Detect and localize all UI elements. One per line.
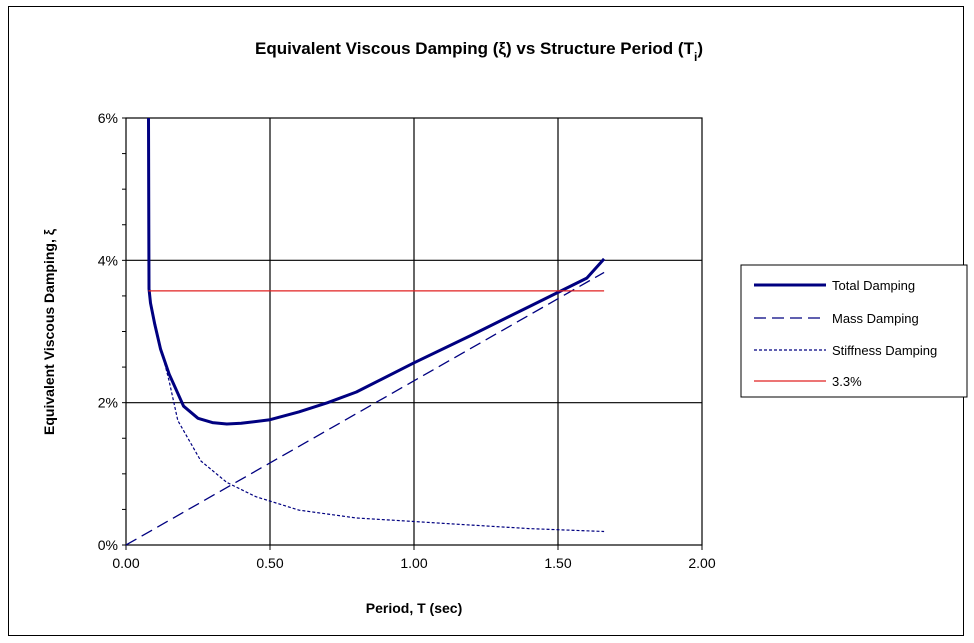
tick-marks	[122, 117, 703, 550]
legend-box	[740, 264, 968, 398]
legend-label-total-damping: Total Damping	[832, 278, 915, 293]
legend-label-mass-damping: Mass Damping	[832, 311, 919, 326]
chart-title: Equivalent Viscous Damping (ξ) vs Struct…	[255, 39, 703, 64]
tick-labels: 0.00 0.50 1.00 1.50 2.00 0% 2% 4% 6%	[98, 110, 716, 571]
series-stiffness-damping	[154, 324, 605, 533]
y-tick-label: 4%	[98, 252, 118, 268]
y-tick-label: 0%	[98, 537, 118, 553]
legend-label-stiffness-damping: Stiffness Damping	[832, 343, 937, 358]
x-tick-label: 1.00	[400, 555, 427, 571]
x-tick-label: 0.50	[256, 555, 283, 571]
x-axis-title: Period, T (sec)	[366, 600, 462, 616]
x-tick-label: 1.50	[544, 555, 571, 571]
series-total-damping	[147, 117, 606, 426]
x-tick-label: 2.00	[688, 555, 715, 571]
y-axis-title: Equivalent Viscous Damping, ξ	[41, 228, 57, 435]
y-tick-label: 2%	[98, 395, 118, 411]
grid	[126, 118, 702, 545]
legend-label-3-3: 3.3%	[832, 374, 862, 389]
series-lines	[125, 117, 606, 546]
legend: Total Damping Mass Damping Stiffness Dampi…	[740, 264, 968, 398]
series-mass-damping	[125, 271, 605, 546]
x-tick-label: 0.00	[112, 555, 139, 571]
y-tick-label: 6%	[98, 110, 118, 126]
